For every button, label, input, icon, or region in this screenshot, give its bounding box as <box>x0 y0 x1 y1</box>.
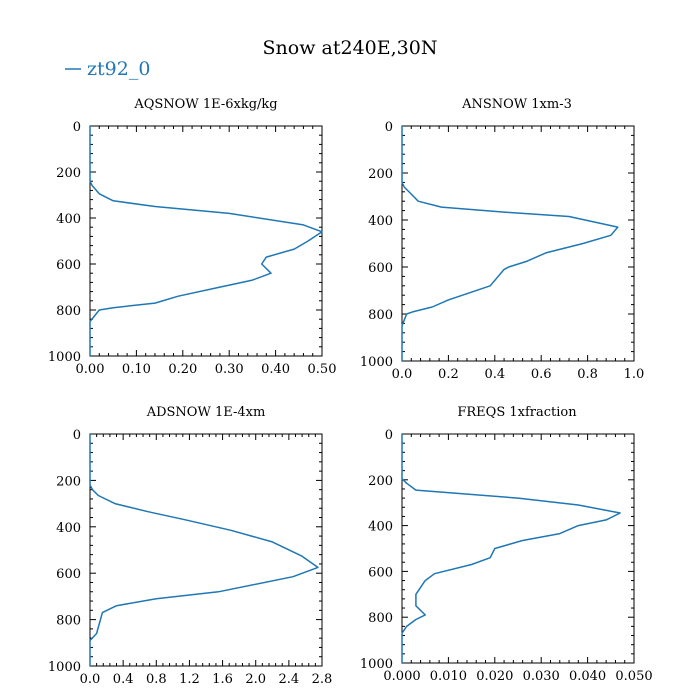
legend: zt92_0 <box>65 58 150 80</box>
x-tick-label: 0.40 <box>261 362 290 377</box>
panel-title: ADSNOW 1E-4xm <box>146 405 266 420</box>
x-tick-label: 0.00 <box>76 362 105 377</box>
axes-frame <box>89 125 323 357</box>
legend-label: zt92_0 <box>87 58 150 80</box>
tick-marks <box>401 433 635 664</box>
x-tick-label: 0.030 <box>523 669 560 684</box>
x-tick-label: 0.020 <box>476 669 513 684</box>
x-tick-label: 0.10 <box>122 362 151 377</box>
x-tick-labels: 0.0 0.2 0.4 0.6 0.8 1.0 <box>392 367 645 382</box>
x-tick-label: 0.0 <box>80 672 101 687</box>
x-tick-label: 2.8 <box>312 672 333 687</box>
y-tick-labels: 0 200 400 600 800 1000 <box>48 120 81 365</box>
y-tick-label: 400 <box>368 520 393 535</box>
y-tick-label: 1000 <box>360 355 393 370</box>
tick-marks <box>401 125 635 362</box>
x-tick-labels: 0.000 0.010 0.020 0.030 0.040 0.050 <box>383 669 652 684</box>
panel-freqs: FREQS 1xfraction 0.000 0.010 0.020 0.030 0.0… <box>360 405 653 684</box>
panel-title: AQSNOW 1E-6xkg/kg <box>133 97 277 112</box>
y-tick-label: 0 <box>73 428 81 443</box>
y-tick-label: 600 <box>368 261 393 276</box>
x-tick-label: 2.0 <box>245 672 266 687</box>
y-tick-label: 200 <box>56 474 81 489</box>
y-tick-label: 1000 <box>48 660 81 675</box>
x-tick-label: 1.0 <box>624 367 645 382</box>
x-tick-label: 0.4 <box>484 367 505 382</box>
x-tick-label: 0.30 <box>215 362 244 377</box>
series-line-zt92_0 <box>401 434 621 663</box>
x-tick-label: 0.20 <box>168 362 197 377</box>
x-tick-label: 0.8 <box>146 672 167 687</box>
x-tick-label: 0.050 <box>615 669 652 684</box>
x-tick-label: 2.4 <box>279 672 300 687</box>
tick-marks <box>89 433 323 667</box>
x-tick-labels: 0.0 0.4 0.8 1.2 1.6 2.0 2.4 2.8 <box>80 672 333 687</box>
y-tick-label: 400 <box>56 521 81 536</box>
series-line-zt92_0 <box>89 434 319 666</box>
x-tick-label: 0.8 <box>577 367 598 382</box>
series-line-zt92_0 <box>401 126 619 361</box>
x-tick-label: 0.000 <box>383 669 420 684</box>
x-tick-label: 1.6 <box>212 672 233 687</box>
y-tick-label: 800 <box>56 304 81 319</box>
panel-ansnow: ANSNOW 1xm-3 0.0 0.2 0.4 0.6 0.8 1.0 0 200 400 6… <box>360 97 644 382</box>
y-tick-label: 1000 <box>360 657 393 672</box>
y-tick-label: 800 <box>56 614 81 629</box>
axes-frame <box>401 125 635 362</box>
tick-marks <box>89 125 323 357</box>
y-tick-label: 1000 <box>48 350 81 365</box>
y-tick-label: 200 <box>56 166 81 181</box>
x-tick-labels: 0.00 0.10 0.20 0.30 0.40 0.50 <box>76 362 337 377</box>
y-tick-labels: 0 200 400 600 800 1000 <box>360 120 393 370</box>
x-tick-label: 0.6 <box>531 367 552 382</box>
x-tick-label: 0.040 <box>569 669 606 684</box>
panel-aqsnow: AQSNOW 1E-6xkg/kg 0.00 0.10 0.20 0.30 0.40 0.… <box>48 97 337 377</box>
y-tick-label: 800 <box>368 308 393 323</box>
y-tick-label: 600 <box>368 565 393 580</box>
y-tick-label: 600 <box>56 567 81 582</box>
figure-title: Snow at240E,30N <box>263 37 438 59</box>
panel-adsnow: ADSNOW 1E-4xm 0.0 0.4 0.8 1.2 1.6 2.0 2.4 2.8 0… <box>48 405 332 687</box>
panel-title: ANSNOW 1xm-3 <box>461 97 572 112</box>
x-tick-label: 0.0 <box>392 367 413 382</box>
axes-frame <box>401 433 635 664</box>
axes-frame <box>89 433 323 667</box>
x-tick-label: 1.2 <box>179 672 200 687</box>
y-tick-label: 400 <box>56 212 81 227</box>
y-tick-label: 800 <box>368 611 393 626</box>
y-tick-labels: 0 200 400 600 800 1000 <box>360 428 393 672</box>
panel-title: FREQS 1xfraction <box>457 405 577 420</box>
y-tick-label: 0 <box>385 120 393 135</box>
x-tick-label: 0.4 <box>113 672 134 687</box>
x-tick-label: 0.50 <box>308 362 337 377</box>
y-tick-label: 600 <box>56 258 81 273</box>
x-tick-label: 0.010 <box>430 669 467 684</box>
y-tick-label: 200 <box>368 167 393 182</box>
y-tick-labels: 0 200 400 600 800 1000 <box>48 428 81 675</box>
y-tick-label: 400 <box>368 214 393 229</box>
y-tick-label: 200 <box>368 474 393 489</box>
y-tick-label: 0 <box>73 120 81 135</box>
y-tick-label: 0 <box>385 428 393 443</box>
series-line-zt92_0 <box>89 126 323 356</box>
x-tick-label: 0.2 <box>438 367 459 382</box>
